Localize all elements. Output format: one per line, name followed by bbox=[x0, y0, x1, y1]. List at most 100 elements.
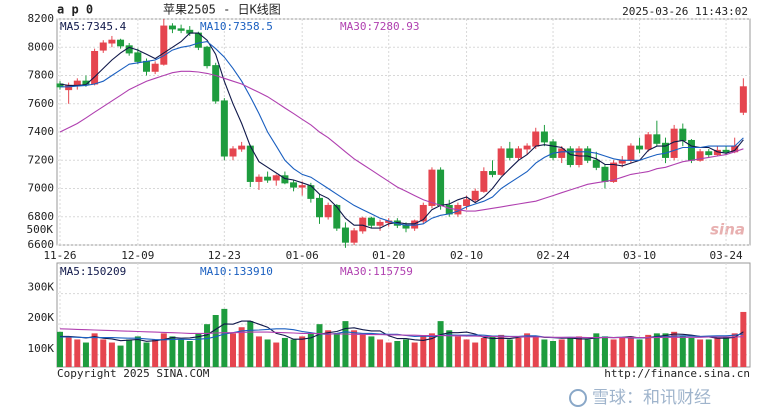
y-tick-label: 7600 bbox=[28, 97, 55, 110]
candle-body bbox=[601, 166, 609, 182]
candle-body bbox=[722, 149, 730, 153]
candle-body bbox=[272, 175, 280, 181]
volume-bar bbox=[394, 341, 401, 367]
candle-body bbox=[506, 148, 514, 158]
candle-body bbox=[636, 145, 644, 150]
candle-body bbox=[298, 185, 306, 188]
volume-bar bbox=[420, 336, 427, 367]
candle-body bbox=[255, 176, 263, 182]
volume-bar bbox=[515, 337, 522, 367]
volume-bar bbox=[238, 327, 245, 367]
y-tick-label: 6600 bbox=[28, 238, 55, 251]
volume-bar bbox=[351, 330, 358, 367]
candle-body bbox=[316, 197, 323, 218]
candle-body bbox=[324, 204, 332, 218]
candle-body bbox=[705, 151, 713, 156]
x-tick-label: 01-20 bbox=[372, 249, 405, 262]
candle-body bbox=[592, 159, 600, 168]
candle-body bbox=[350, 230, 358, 243]
volume-bar bbox=[671, 331, 678, 367]
candle-body bbox=[203, 46, 211, 67]
volume-bar bbox=[619, 337, 626, 367]
x-tick-label: 11-26 bbox=[43, 249, 76, 262]
volume-bar bbox=[437, 321, 444, 367]
url: http://finance.sina.cn bbox=[604, 367, 750, 380]
legend-label: MA10:133910 bbox=[200, 265, 273, 278]
candle-body bbox=[653, 134, 661, 144]
candle-body bbox=[471, 190, 479, 201]
x-tick-label: 01-06 bbox=[286, 249, 319, 262]
volume-bar bbox=[428, 333, 435, 367]
volume-bar bbox=[230, 333, 236, 367]
watermark: 雪球：和讯财经 bbox=[592, 388, 711, 408]
y-tick-label: 7000 bbox=[28, 182, 55, 195]
candle-body bbox=[246, 145, 254, 182]
candle-body bbox=[229, 148, 237, 157]
volume-bar bbox=[108, 342, 115, 367]
volume-bar bbox=[576, 336, 582, 367]
legend-label: MA30:7280.93 bbox=[340, 20, 419, 33]
volume-bar bbox=[186, 341, 193, 367]
chart-title: 苹果2505 - 日K线图 bbox=[163, 3, 281, 17]
candle-body bbox=[566, 148, 574, 165]
legend-label: MA30:115759 bbox=[340, 265, 413, 278]
volume-bar bbox=[307, 333, 314, 367]
candle-body bbox=[463, 199, 471, 206]
volume-bar bbox=[385, 342, 392, 367]
volume-bar bbox=[714, 337, 721, 367]
volume-bar bbox=[403, 339, 409, 367]
ma-line bbox=[59, 328, 744, 339]
y-tick-label: 100K bbox=[28, 342, 55, 355]
candle-body bbox=[359, 217, 367, 232]
candle-body bbox=[220, 100, 228, 157]
volume-bar bbox=[264, 339, 271, 367]
x-tick-label: 03-24 bbox=[709, 249, 742, 262]
candle-body bbox=[575, 148, 583, 165]
volume-bar bbox=[454, 336, 461, 367]
volume-bar bbox=[679, 336, 686, 367]
watermark-icon bbox=[569, 389, 587, 407]
symbol: a p 0 bbox=[57, 3, 93, 17]
candle-body bbox=[610, 162, 618, 182]
volume-bar bbox=[204, 324, 211, 367]
candle-body bbox=[367, 217, 375, 226]
candle-body bbox=[264, 176, 272, 181]
volume-bar bbox=[740, 311, 747, 367]
volume-bar bbox=[57, 331, 63, 367]
copyright: Copyright 2025 SINA.COM bbox=[57, 367, 210, 380]
volume-bar bbox=[117, 345, 124, 367]
ma-line bbox=[60, 320, 744, 342]
volume-bar bbox=[480, 337, 487, 367]
volume-bar bbox=[610, 339, 617, 367]
candle-body bbox=[523, 145, 531, 150]
volume-bar bbox=[377, 339, 384, 367]
candle-body bbox=[212, 65, 220, 102]
candle-body bbox=[627, 145, 635, 161]
candle-body bbox=[662, 142, 669, 158]
volume-bar bbox=[498, 334, 505, 367]
candle-body bbox=[419, 204, 427, 222]
candle-body bbox=[117, 39, 125, 47]
volume-bar bbox=[100, 339, 107, 367]
volume-bar bbox=[411, 342, 418, 367]
y-tick-label: 300K bbox=[28, 281, 55, 294]
candle-body bbox=[238, 145, 246, 150]
volume-bar bbox=[705, 339, 712, 367]
volume-bar bbox=[281, 337, 288, 367]
candle-body bbox=[437, 169, 445, 206]
volume-bar bbox=[541, 339, 548, 367]
volume-bar bbox=[627, 336, 634, 367]
candle-body bbox=[445, 204, 453, 215]
volume-bar bbox=[697, 339, 704, 367]
candle-body bbox=[151, 63, 159, 72]
y-tick-label: 8200 bbox=[28, 12, 55, 25]
candle-body bbox=[739, 86, 747, 113]
candle-body bbox=[134, 52, 142, 62]
candle-body bbox=[177, 28, 185, 31]
volume-bar bbox=[723, 336, 730, 367]
volume-bar bbox=[299, 336, 306, 367]
x-tick-label: 12-09 bbox=[121, 249, 154, 262]
volume-bar bbox=[368, 336, 375, 367]
y-tick-label: 6800 bbox=[28, 210, 55, 223]
volume-bar bbox=[169, 336, 176, 367]
